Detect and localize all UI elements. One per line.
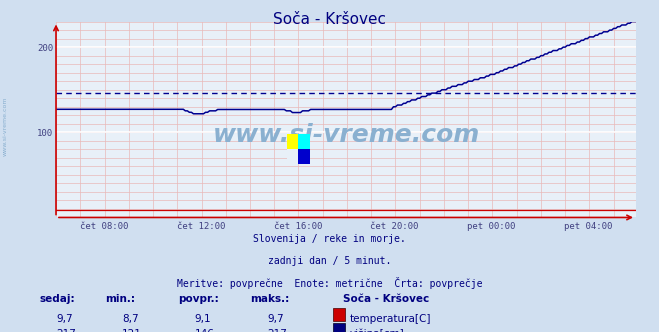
Text: Soča - Kršovec: Soča - Kršovec <box>343 294 429 304</box>
Text: višina[cm]: višina[cm] <box>349 329 404 332</box>
Text: sedaj:: sedaj: <box>40 294 75 304</box>
Text: 217: 217 <box>267 329 287 332</box>
Text: 217: 217 <box>56 329 76 332</box>
Text: 9,1: 9,1 <box>194 314 211 324</box>
Text: Soča - Kršovec: Soča - Kršovec <box>273 12 386 27</box>
Bar <box>298 149 310 164</box>
Text: temperatura[C]: temperatura[C] <box>349 314 431 324</box>
Text: 9,7: 9,7 <box>56 314 72 324</box>
Text: maks.:: maks.: <box>250 294 290 304</box>
Bar <box>287 134 298 149</box>
Text: 146: 146 <box>194 329 214 332</box>
Bar <box>287 149 298 164</box>
Text: www.si-vreme.com: www.si-vreme.com <box>3 96 8 156</box>
Text: Slovenija / reke in morje.: Slovenija / reke in morje. <box>253 234 406 244</box>
Bar <box>298 134 310 149</box>
Text: 8,7: 8,7 <box>122 314 138 324</box>
Text: Meritve: povprečne  Enote: metrične  Črta: povprečje: Meritve: povprečne Enote: metrične Črta:… <box>177 277 482 289</box>
Text: 9,7: 9,7 <box>267 314 283 324</box>
Text: www.si-vreme.com: www.si-vreme.com <box>212 123 480 147</box>
Text: povpr.:: povpr.: <box>178 294 219 304</box>
Text: min.:: min.: <box>105 294 136 304</box>
Text: zadnji dan / 5 minut.: zadnji dan / 5 minut. <box>268 256 391 266</box>
Text: 121: 121 <box>122 329 142 332</box>
